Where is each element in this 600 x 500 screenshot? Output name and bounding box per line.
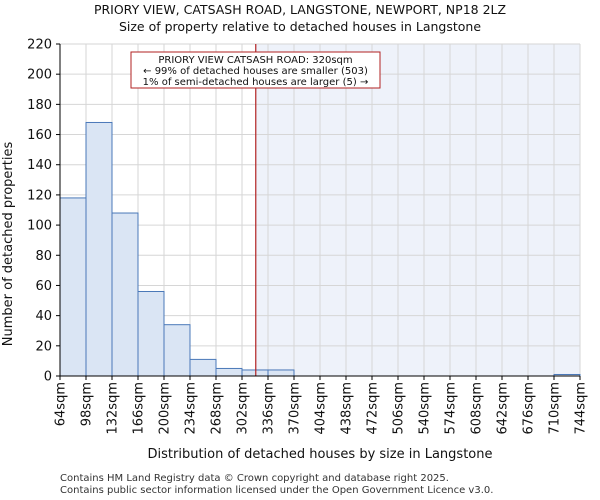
chart-subtitle: Size of property relative to detached ho… — [119, 19, 481, 34]
x-tick-label: 710sqm — [548, 382, 563, 435]
x-tick-label: 370sqm — [288, 382, 303, 435]
x-tick-label: 472sqm — [366, 382, 381, 435]
histogram-bar — [59, 197, 87, 377]
histogram-bar — [111, 212, 139, 377]
y-tick-label: 60 — [35, 279, 52, 294]
chart-title: PRIORY VIEW, CATSASH ROAD, LANGSTONE, NE… — [94, 2, 506, 17]
x-tick-label: 302sqm — [236, 382, 251, 435]
x-tick-label: 234sqm — [184, 382, 199, 435]
annotation-line-3: 1% of semi-detached houses are larger (5… — [143, 77, 369, 88]
y-tick-label: 180 — [27, 98, 52, 113]
x-tick-label: 166sqm — [132, 382, 147, 435]
plot-area: 0 20 40 60 80 100 120 140 160 180 200 220 64sqm 98sqm… — [27, 38, 588, 435]
chart: PRIORY VIEW, CATSASH ROAD, LANGSTONE, NE… — [1, 2, 589, 462]
y-tick-label: 120 — [27, 188, 52, 203]
x-tick-label: 438sqm — [340, 382, 355, 435]
histogram-bar — [189, 358, 217, 377]
x-tick-label: 132sqm — [106, 382, 121, 435]
y-tick-label: 220 — [27, 38, 52, 53]
x-tick-label: 676sqm — [522, 382, 537, 435]
y-axis-label: Number of detached properties — [1, 142, 16, 347]
x-tick-label: 200sqm — [158, 382, 173, 435]
y-tick-label: 100 — [27, 219, 52, 234]
highlight-region — [255, 44, 580, 376]
x-axis-label: Distribution of detached houses by size … — [148, 447, 493, 462]
y-tick-label: 40 — [35, 309, 52, 324]
footer-licence: Contains public sector information licen… — [60, 485, 494, 496]
histogram-bar — [137, 290, 165, 377]
x-tick-label: 98sqm — [80, 382, 95, 426]
annotation-line-2: ← 99% of detached houses are smaller (50… — [143, 66, 368, 77]
y-tick-label: 200 — [27, 68, 52, 83]
histogram-bar — [215, 367, 243, 377]
y-tick-label: 80 — [35, 249, 52, 264]
x-tick-label: 744sqm — [574, 382, 589, 435]
x-tick-label: 608sqm — [470, 382, 485, 435]
x-tick-label: 336sqm — [262, 382, 277, 435]
x-tick-label: 64sqm — [54, 382, 69, 426]
x-tick-label: 404sqm — [314, 382, 329, 435]
y-tick-label: 140 — [27, 158, 52, 173]
footer-copyright: Contains HM Land Registry data © Crown c… — [60, 473, 449, 484]
y-tick-label: 0 — [44, 370, 52, 385]
x-tick-label: 642sqm — [496, 382, 511, 435]
y-tick-label: 20 — [35, 339, 52, 354]
histogram-bar — [241, 369, 269, 377]
histogram-bar — [163, 324, 191, 377]
histogram-bar — [267, 369, 295, 377]
histogram-bar — [85, 121, 113, 377]
y-tick-label: 160 — [27, 128, 52, 143]
annotation-box — [130, 51, 381, 89]
x-tick-label: 268sqm — [210, 382, 225, 435]
x-tick-label: 506sqm — [392, 382, 407, 435]
annotation-line-1: PRIORY VIEW CATSASH ROAD: 320sqm — [158, 55, 352, 66]
x-tick-label: 540sqm — [418, 382, 433, 435]
x-tick-label: 574sqm — [444, 382, 459, 435]
